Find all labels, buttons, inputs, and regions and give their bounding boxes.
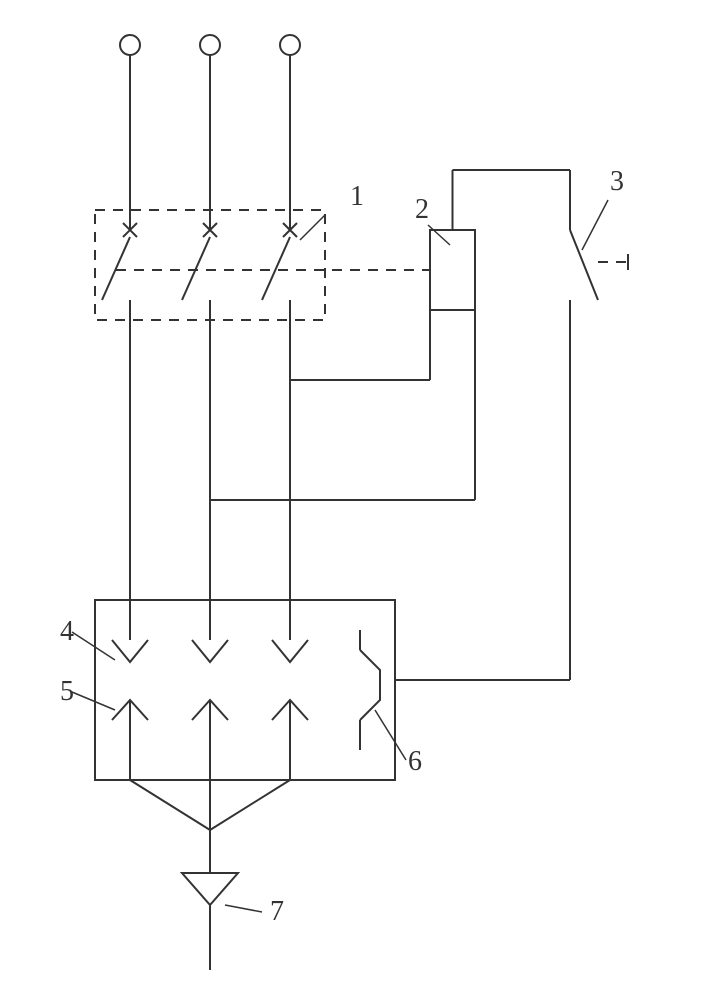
main-contact-blade — [262, 237, 290, 300]
leader-5 — [72, 692, 115, 710]
leader-1 — [300, 215, 325, 240]
ground-symbol — [182, 873, 238, 905]
label-4: 4 — [60, 616, 74, 647]
leader-7 — [225, 905, 262, 912]
leader-6 — [375, 710, 406, 760]
main-contact-blade — [102, 237, 130, 300]
main-contact-blade — [182, 237, 210, 300]
socket-contact — [112, 640, 148, 662]
socket-box — [95, 600, 395, 780]
converge-wire — [210, 780, 290, 830]
label-5: 5 — [60, 676, 74, 707]
label-6: 6 — [408, 746, 422, 777]
interlock-contact — [360, 650, 380, 720]
coil — [430, 230, 475, 310]
label-7: 7 — [270, 896, 284, 927]
socket-contact — [272, 640, 308, 662]
label-3: 3 — [610, 166, 624, 197]
leader-3 — [582, 200, 608, 250]
source-terminal — [120, 35, 140, 55]
label-1: 1 — [350, 181, 364, 212]
leader-4 — [72, 632, 115, 660]
leader-2 — [428, 225, 450, 245]
converge-wire — [130, 780, 210, 830]
aux-contact-blade — [570, 230, 598, 300]
label-2: 2 — [415, 194, 429, 225]
socket-contact — [192, 640, 228, 662]
source-terminal — [280, 35, 300, 55]
source-terminal — [200, 35, 220, 55]
